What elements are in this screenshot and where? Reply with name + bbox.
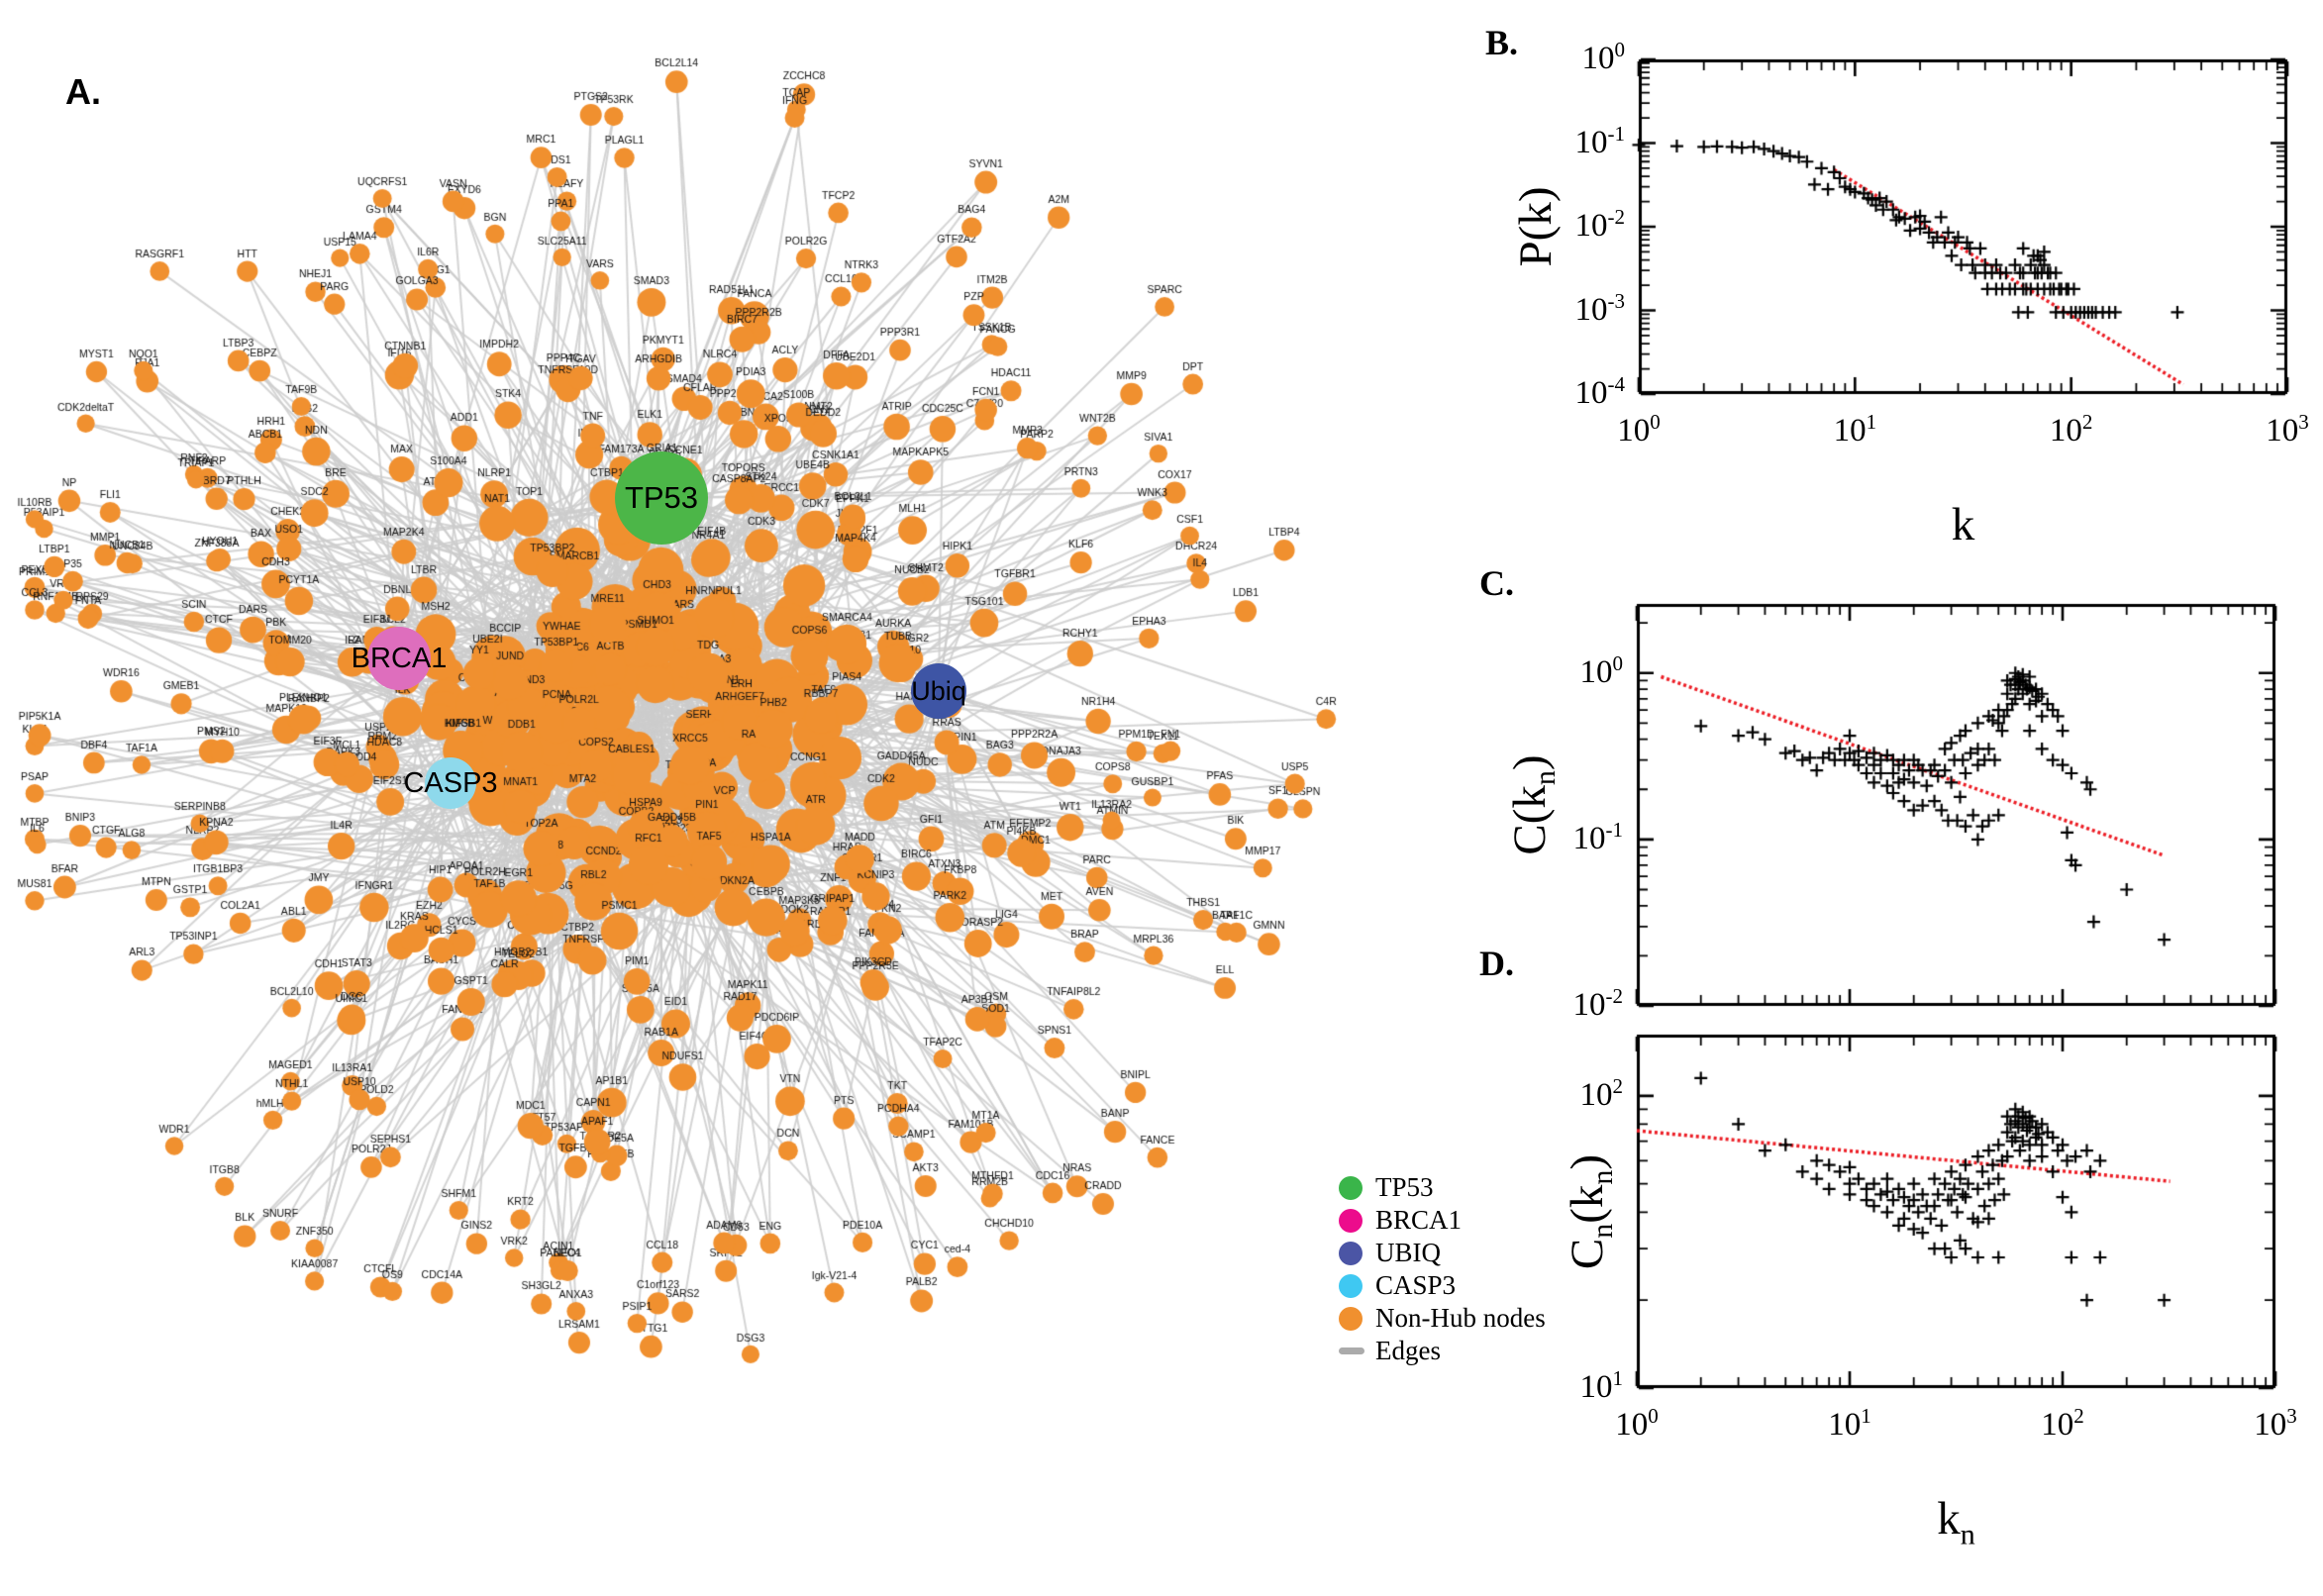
hub-node-tp53: TP53 bbox=[615, 451, 708, 545]
casp3-swatch-icon bbox=[1339, 1273, 1363, 1298]
hub-node-brca1: BRCA1 bbox=[352, 627, 447, 690]
hub-label-casp3: CASP3 bbox=[403, 766, 498, 799]
ubiq-swatch-icon bbox=[1339, 1241, 1363, 1265]
b-tick-label: 100 bbox=[1581, 38, 1626, 76]
b-tick-label: 10-1 bbox=[1574, 121, 1626, 160]
legend-item-ubiq: UBIQ bbox=[1339, 1237, 1546, 1269]
hub-node-casp3: CASP3 bbox=[403, 757, 498, 809]
panel-a-label: A. bbox=[65, 71, 101, 112]
b-y-axis-title: P(k) bbox=[1510, 186, 1562, 267]
panel-b-label: B. bbox=[1485, 23, 1519, 62]
d-tick-label: 102 bbox=[1579, 1073, 1624, 1113]
b-tick-label: 100 bbox=[1617, 410, 1661, 449]
legend-item-brca1: BRCA1 bbox=[1339, 1204, 1546, 1237]
network-canvas bbox=[0, 0, 1446, 1596]
hub-node-ubiq: Ubiq bbox=[911, 663, 966, 719]
b-tick-label: 102 bbox=[2049, 410, 2093, 449]
d-x-axis-title: kn bbox=[1937, 1493, 1975, 1551]
d-tick-label: 101 bbox=[1579, 1366, 1624, 1405]
panel-d-label: D. bbox=[1479, 944, 1514, 983]
d-y-axis-title: Cn(kn) bbox=[1561, 1153, 1620, 1269]
d-tick-label: 100 bbox=[1615, 1404, 1659, 1443]
hub-label-ubiq: Ubiq bbox=[911, 675, 966, 706]
legend-item-nonhub: Non-Hub nodes bbox=[1339, 1302, 1546, 1335]
legend-item-casp3: CASP3 bbox=[1339, 1269, 1546, 1302]
c-tick-label: 10-2 bbox=[1572, 984, 1624, 1023]
c-y-axis-title: C(kn) bbox=[1503, 754, 1563, 855]
b-tick-label: 103 bbox=[2266, 410, 2309, 449]
legend: TP53 BRCA1 UBIQ CASP3 Non-Hub nodes Edge… bbox=[1339, 1171, 1546, 1367]
b-tick-label: 10-3 bbox=[1574, 288, 1626, 328]
tp53-swatch-icon bbox=[1339, 1175, 1363, 1200]
hub-label-brca1: BRCA1 bbox=[351, 642, 448, 674]
b-tick-label: 10-4 bbox=[1574, 372, 1626, 411]
b-x-axis-title: k bbox=[1951, 499, 1975, 550]
hub-label-tp53: TP53 bbox=[624, 480, 699, 515]
c-tick-label: 10-1 bbox=[1572, 817, 1624, 856]
d-tick-label: 101 bbox=[1828, 1404, 1871, 1443]
b-tick-label: 101 bbox=[1833, 410, 1877, 449]
edge-swatch-icon bbox=[1339, 1347, 1364, 1354]
c-tick-label: 100 bbox=[1579, 650, 1624, 690]
nonhub-swatch-icon bbox=[1339, 1306, 1363, 1331]
brca1-swatch-icon bbox=[1339, 1208, 1363, 1233]
legend-item-edges: Edges bbox=[1339, 1335, 1546, 1367]
d-tick-label: 102 bbox=[2041, 1404, 2084, 1443]
plots-canvas bbox=[1446, 0, 2323, 1596]
panel-c-label: C. bbox=[1479, 563, 1514, 603]
b-tick-label: 10-2 bbox=[1574, 205, 1626, 244]
d-tick-label: 103 bbox=[2254, 1404, 2297, 1443]
legend-item-tp53: TP53 bbox=[1339, 1171, 1546, 1204]
